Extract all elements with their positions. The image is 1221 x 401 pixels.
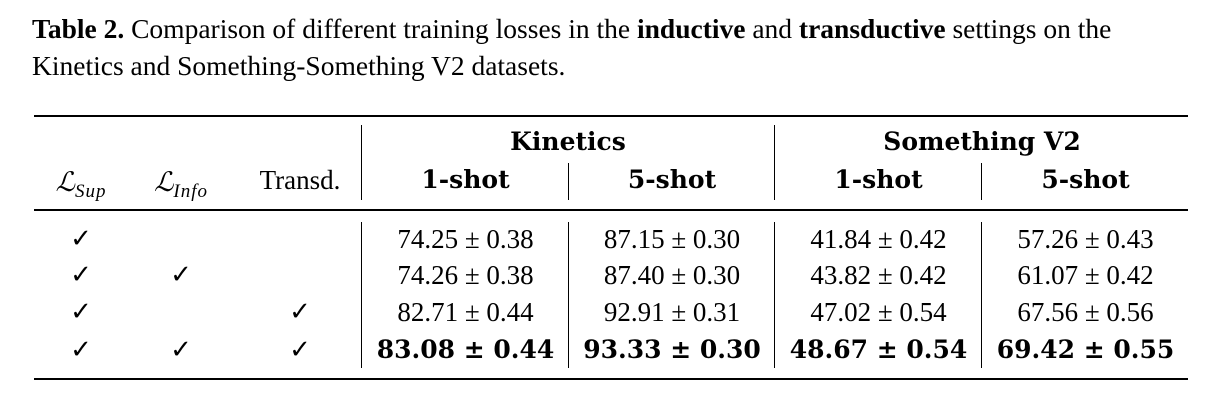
caption-text-3: settings on the Kinetics and Something-S…: [32, 13, 1112, 81]
row-2-something-5shot: 61.07 ± 0.42: [1017, 260, 1154, 290]
row-2-kinetics-1shot: 74.26 ± 0.38: [397, 260, 534, 290]
something-shot-divider: [981, 163, 983, 200]
row-2-kinetics-5shot: 87.40 ± 0.30: [603, 260, 741, 290]
caption-text-1: Comparison of different training losses …: [124, 13, 637, 44]
col-header-l-sup: ℒSup: [40, 166, 122, 208]
row-1-kinetics-5shot: 87.15 ± 0.30: [603, 224, 741, 254]
header-left-divider: [361, 125, 363, 200]
shot-header-something-5: 5-shot: [1041, 165, 1130, 194]
row-2-info-check: ✓: [170, 260, 192, 290]
group-separator-line: [774, 125, 776, 200]
body-left-divider: [361, 222, 363, 368]
caption-text-2: and: [745, 13, 799, 44]
row-4-something-5shot: 69.42 ± 0.55: [996, 335, 1175, 364]
mid-rule: [34, 209, 1188, 211]
row-1-sup-check: ✓: [70, 224, 92, 254]
group-header-kinetics: Kinetics: [510, 127, 626, 156]
row-3-sup-check: ✓: [70, 297, 92, 327]
body-divider-2: [568, 222, 570, 368]
row-3-transd-check: ✓: [289, 297, 311, 327]
row-2-something-1shot: 43.82 ± 0.42: [810, 260, 947, 290]
shot-header-kinetics-5: 5-shot: [627, 165, 717, 194]
l-sup-symbol: ℒ: [55, 167, 75, 197]
row-4-transd-check: ✓: [289, 335, 311, 365]
body-divider-4: [981, 222, 983, 368]
row-4-kinetics-1shot: 83.08 ± 0.44: [376, 335, 555, 364]
l-info-subscript: Info: [173, 181, 209, 202]
row-4-info-check: ✓: [170, 335, 192, 365]
row-1-something-5shot: 57.26 ± 0.43: [1017, 224, 1154, 254]
group-header-something-v2: Something V2: [883, 127, 1081, 156]
row-4-kinetics-5shot: 93.33 ± 0.30: [583, 335, 761, 364]
kinetics-shot-divider: [568, 163, 570, 200]
col-header-l-info: ℒInfo: [134, 166, 228, 208]
row-1-something-1shot: 41.84 ± 0.42: [810, 224, 947, 254]
col-header-transd: Transd.: [259, 165, 341, 195]
shot-header-kinetics-1: 1-shot: [421, 165, 510, 194]
row-3-something-5shot: 67.56 ± 0.56: [1017, 297, 1154, 327]
body-divider-3: [774, 222, 776, 368]
row-3-something-1shot: 47.02 ± 0.54: [810, 297, 947, 327]
row-4-sup-check: ✓: [70, 335, 92, 365]
row-2-sup-check: ✓: [70, 260, 92, 290]
top-rule: [34, 115, 1188, 117]
row-1-kinetics-1shot: 74.25 ± 0.38: [397, 224, 534, 254]
row-3-kinetics-1shot: 82.71 ± 0.44: [397, 297, 534, 327]
table-caption: Table 2. Comparison of different trainin…: [32, 10, 1202, 84]
caption-keyword-transductive: transductive: [798, 13, 946, 44]
caption-label: Table 2.: [32, 13, 125, 44]
l-info-symbol: ℒ: [153, 167, 174, 197]
row-3-kinetics-5shot: 92.91 ± 0.31: [603, 297, 741, 327]
row-4-something-1shot: 48.67 ± 0.54: [789, 335, 968, 364]
bottom-rule: [34, 378, 1188, 380]
shot-header-something-1: 1-shot: [834, 165, 923, 194]
l-sup-subscript: Sup: [74, 181, 107, 202]
caption-keyword-inductive: inductive: [636, 13, 746, 44]
